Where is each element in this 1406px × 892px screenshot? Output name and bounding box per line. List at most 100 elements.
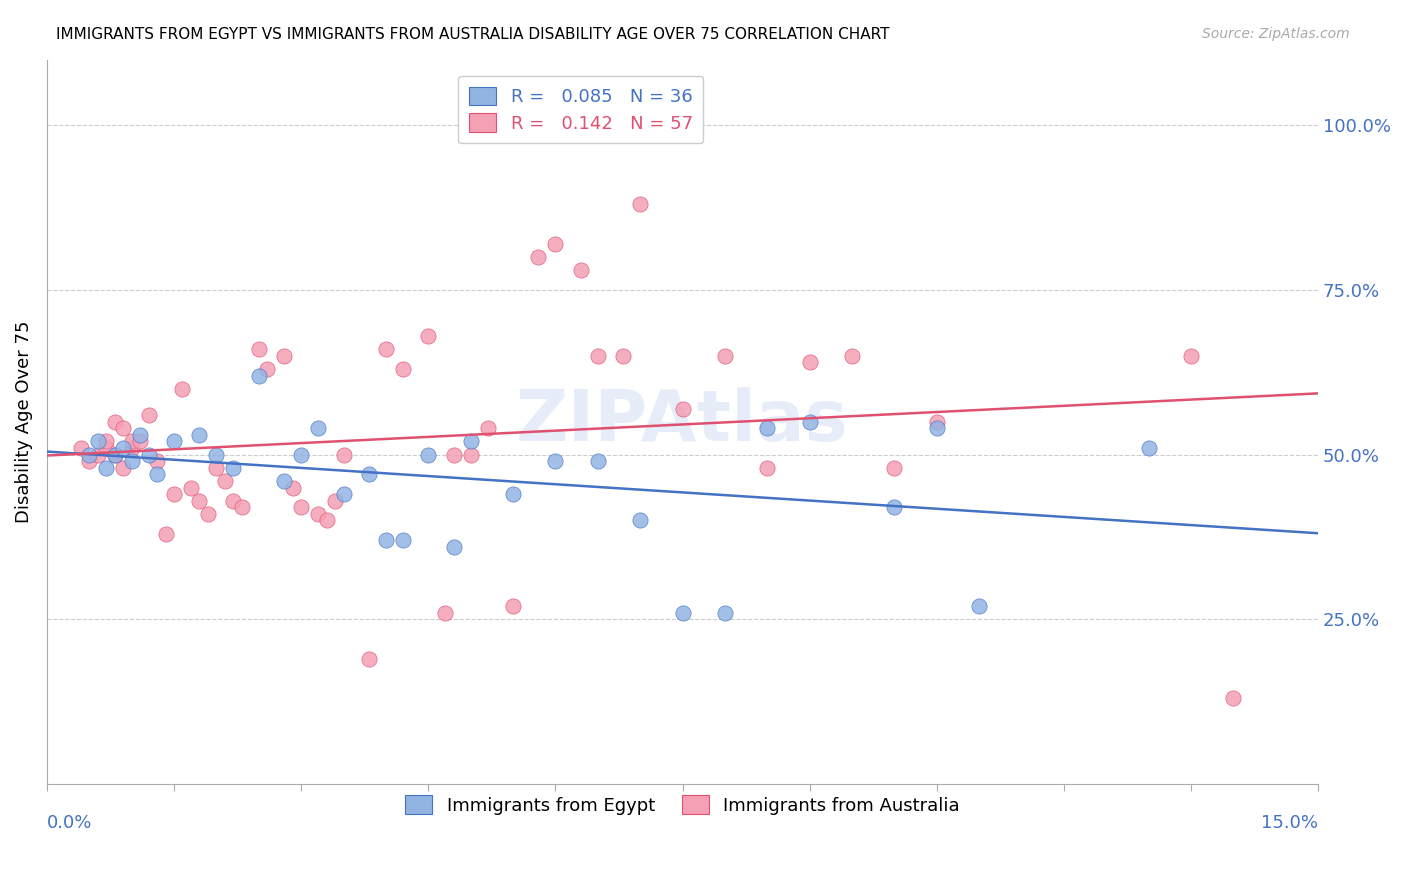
Point <box>357 652 380 666</box>
Point <box>502 487 524 501</box>
Point <box>163 487 186 501</box>
Point <box>112 421 135 435</box>
Point <box>77 448 100 462</box>
Point <box>357 467 380 482</box>
Text: Source: ZipAtlas.com: Source: ZipAtlas.com <box>1202 27 1350 41</box>
Point <box>146 467 169 482</box>
Point <box>138 408 160 422</box>
Point <box>222 460 245 475</box>
Point <box>155 526 177 541</box>
Point <box>197 507 219 521</box>
Point <box>87 434 110 449</box>
Point <box>1137 441 1160 455</box>
Point <box>502 599 524 613</box>
Point <box>799 415 821 429</box>
Point <box>392 533 415 548</box>
Point <box>96 460 118 475</box>
Point <box>247 368 270 383</box>
Point <box>138 448 160 462</box>
Point <box>323 493 346 508</box>
Point <box>586 454 609 468</box>
Point <box>434 606 457 620</box>
Point <box>104 448 127 462</box>
Point <box>281 481 304 495</box>
Point <box>925 421 948 435</box>
Point <box>799 355 821 369</box>
Point <box>374 533 396 548</box>
Point <box>714 349 737 363</box>
Point <box>332 448 354 462</box>
Point <box>460 448 482 462</box>
Point <box>307 507 329 521</box>
Point <box>392 362 415 376</box>
Point <box>569 263 592 277</box>
Point <box>121 454 143 468</box>
Point <box>188 428 211 442</box>
Point <box>544 236 567 251</box>
Point <box>477 421 499 435</box>
Point <box>121 434 143 449</box>
Point <box>756 460 779 475</box>
Point <box>883 500 905 515</box>
Point <box>87 448 110 462</box>
Text: IMMIGRANTS FROM EGYPT VS IMMIGRANTS FROM AUSTRALIA DISABILITY AGE OVER 75 CORREL: IMMIGRANTS FROM EGYPT VS IMMIGRANTS FROM… <box>56 27 890 42</box>
Point <box>121 441 143 455</box>
Y-axis label: Disability Age Over 75: Disability Age Over 75 <box>15 320 32 523</box>
Point <box>247 343 270 357</box>
Point <box>841 349 863 363</box>
Point <box>129 428 152 442</box>
Point <box>231 500 253 515</box>
Point <box>163 434 186 449</box>
Point <box>443 540 465 554</box>
Text: 15.0%: 15.0% <box>1261 814 1319 832</box>
Point <box>290 500 312 515</box>
Point <box>307 421 329 435</box>
Point <box>925 415 948 429</box>
Text: 0.0%: 0.0% <box>46 814 93 832</box>
Point <box>714 606 737 620</box>
Point <box>188 493 211 508</box>
Point <box>460 434 482 449</box>
Point <box>205 460 228 475</box>
Point <box>628 197 651 211</box>
Point <box>172 382 194 396</box>
Point <box>418 448 440 462</box>
Point <box>756 421 779 435</box>
Point <box>256 362 278 376</box>
Point <box>418 329 440 343</box>
Point <box>273 474 295 488</box>
Point <box>612 349 634 363</box>
Point <box>129 434 152 449</box>
Point <box>544 454 567 468</box>
Point <box>180 481 202 495</box>
Point <box>222 493 245 508</box>
Point <box>527 250 550 264</box>
Point <box>1180 349 1202 363</box>
Point <box>69 441 91 455</box>
Point <box>77 454 100 468</box>
Point <box>104 448 127 462</box>
Point <box>214 474 236 488</box>
Point <box>671 606 693 620</box>
Point <box>273 349 295 363</box>
Legend: Immigrants from Egypt, Immigrants from Australia: Immigrants from Egypt, Immigrants from A… <box>394 784 972 825</box>
Point <box>315 514 337 528</box>
Point <box>967 599 990 613</box>
Point <box>146 454 169 468</box>
Point <box>1222 691 1244 706</box>
Point <box>586 349 609 363</box>
Point <box>205 448 228 462</box>
Point <box>332 487 354 501</box>
Point <box>883 460 905 475</box>
Point <box>112 460 135 475</box>
Point <box>96 441 118 455</box>
Point <box>290 448 312 462</box>
Point <box>374 343 396 357</box>
Point <box>96 434 118 449</box>
Point <box>112 441 135 455</box>
Point <box>443 448 465 462</box>
Point <box>628 514 651 528</box>
Text: ZIPAtlas: ZIPAtlas <box>516 387 849 456</box>
Point <box>104 415 127 429</box>
Point <box>671 401 693 416</box>
